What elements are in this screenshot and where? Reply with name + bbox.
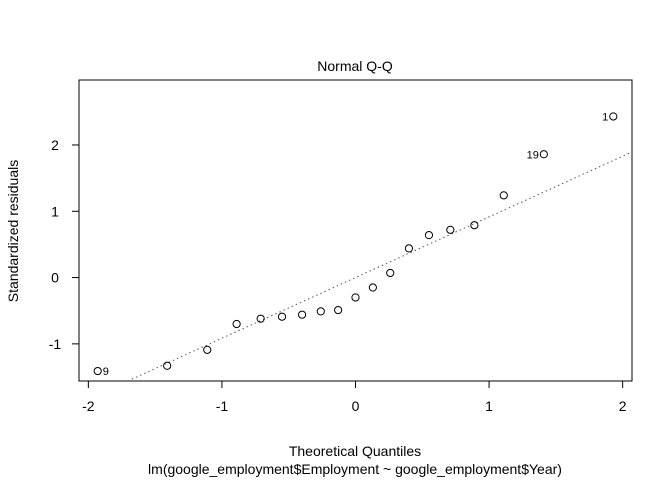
data-point <box>470 221 479 230</box>
point-label: 1 <box>602 111 608 123</box>
data-points: 9 19 1 <box>93 111 618 378</box>
data-point <box>93 366 102 376</box>
data-point <box>424 231 434 240</box>
data-point <box>351 293 360 302</box>
chart-title: Normal Q-Q <box>317 58 393 74</box>
point-label: 9 <box>103 366 109 378</box>
x-tick-label: 0 <box>352 398 360 414</box>
data-point <box>404 244 414 253</box>
data-point <box>316 307 325 316</box>
y-axis-label: Standardized residuals <box>5 160 21 302</box>
data-point <box>256 314 265 323</box>
y-tick-label: 0 <box>51 270 59 286</box>
data-point <box>446 225 455 234</box>
data-point <box>609 112 618 121</box>
y-tick-label: 1 <box>51 203 59 219</box>
x-axis: -2 -1 0 1 2 <box>82 381 627 414</box>
plot-frame <box>78 79 633 382</box>
data-point <box>163 361 172 370</box>
point-label: 19 <box>527 149 539 161</box>
x-tick-label: 2 <box>619 398 627 414</box>
x-tick-label: 1 <box>485 398 493 414</box>
y-axis: -1 0 1 2 <box>49 137 79 352</box>
y-tick-label: 2 <box>51 137 59 153</box>
y-tick-label: -1 <box>49 336 62 352</box>
data-point <box>539 150 548 159</box>
x-tick-label: -2 <box>82 398 95 414</box>
x-axis-label: Theoretical Quantiles <box>289 443 421 459</box>
data-point <box>386 268 395 278</box>
chart-subtitle: lm(google_employment$Employment ~ google… <box>148 461 562 477</box>
data-point <box>232 319 241 329</box>
data-point <box>277 312 287 321</box>
data-point <box>297 310 307 319</box>
data-point <box>368 283 377 292</box>
data-point <box>499 191 508 200</box>
reference-line <box>127 151 633 382</box>
data-point <box>334 305 343 315</box>
x-tick-label: -1 <box>216 398 229 414</box>
data-point <box>203 345 212 354</box>
